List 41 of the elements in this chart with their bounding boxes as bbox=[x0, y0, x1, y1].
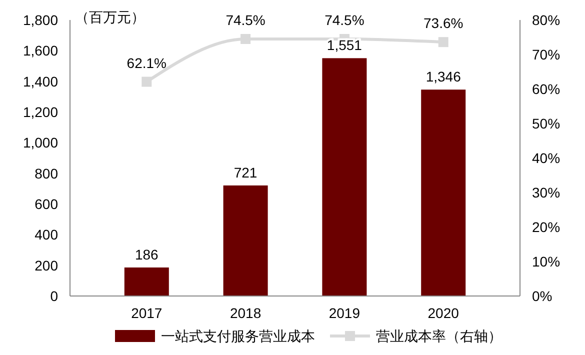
x-tick-label: 2019 bbox=[328, 305, 360, 321]
y2-tick-label: 70% bbox=[532, 46, 560, 62]
point bbox=[142, 76, 152, 87]
bar bbox=[223, 185, 268, 296]
y-tick-label: 200 bbox=[34, 257, 58, 274]
y-tick-label: 1,400 bbox=[22, 73, 58, 90]
y2-tick-label: 20% bbox=[532, 219, 560, 235]
bar bbox=[124, 267, 169, 296]
y-tick-label: 1,600 bbox=[22, 42, 58, 59]
annotation: （百万元） bbox=[75, 9, 145, 25]
data-label: 1,346 bbox=[426, 68, 462, 85]
y-tick-label: 1,200 bbox=[22, 104, 58, 120]
data-label: 74.5% bbox=[226, 12, 266, 28]
y2-tick-label: 60% bbox=[532, 81, 560, 97]
data-label: 721 bbox=[234, 164, 258, 180]
y2-tick-label: 0% bbox=[532, 288, 552, 304]
legend-label: 一站式支付服务营业成本 bbox=[161, 328, 315, 344]
y-tick-label: 1,800 bbox=[22, 12, 58, 28]
y-tick-label: 800 bbox=[34, 165, 58, 182]
y-tick-label: 600 bbox=[34, 196, 58, 212]
y2-tick-label: 30% bbox=[532, 184, 560, 200]
data-label: 62.1% bbox=[126, 54, 166, 71]
x-tick-label: 2020 bbox=[428, 305, 460, 321]
y2-tick-label: 10% bbox=[532, 254, 560, 270]
y2-tick-label: 80% bbox=[532, 12, 560, 28]
data-label: 1,551 bbox=[326, 37, 362, 54]
data-label: 73.6% bbox=[424, 15, 464, 32]
data-label: 186 bbox=[134, 246, 159, 262]
y2-tick-label: 40% bbox=[532, 150, 560, 166]
point bbox=[240, 34, 251, 44]
x-tick-label: 2018 bbox=[230, 305, 262, 321]
y-tick-label: 0 bbox=[50, 288, 58, 304]
legend-label: 营业成本率（右轴） bbox=[376, 328, 502, 344]
y-tick-label: 400 bbox=[34, 226, 58, 243]
x-tick-label: 2017 bbox=[131, 305, 162, 321]
y2-tick-label: 50% bbox=[532, 116, 560, 132]
point bbox=[438, 37, 448, 48]
bar bbox=[322, 58, 367, 296]
bar bbox=[421, 90, 466, 296]
y-tick-label: 1,000 bbox=[22, 134, 58, 151]
data-label: 74.5% bbox=[324, 12, 364, 28]
